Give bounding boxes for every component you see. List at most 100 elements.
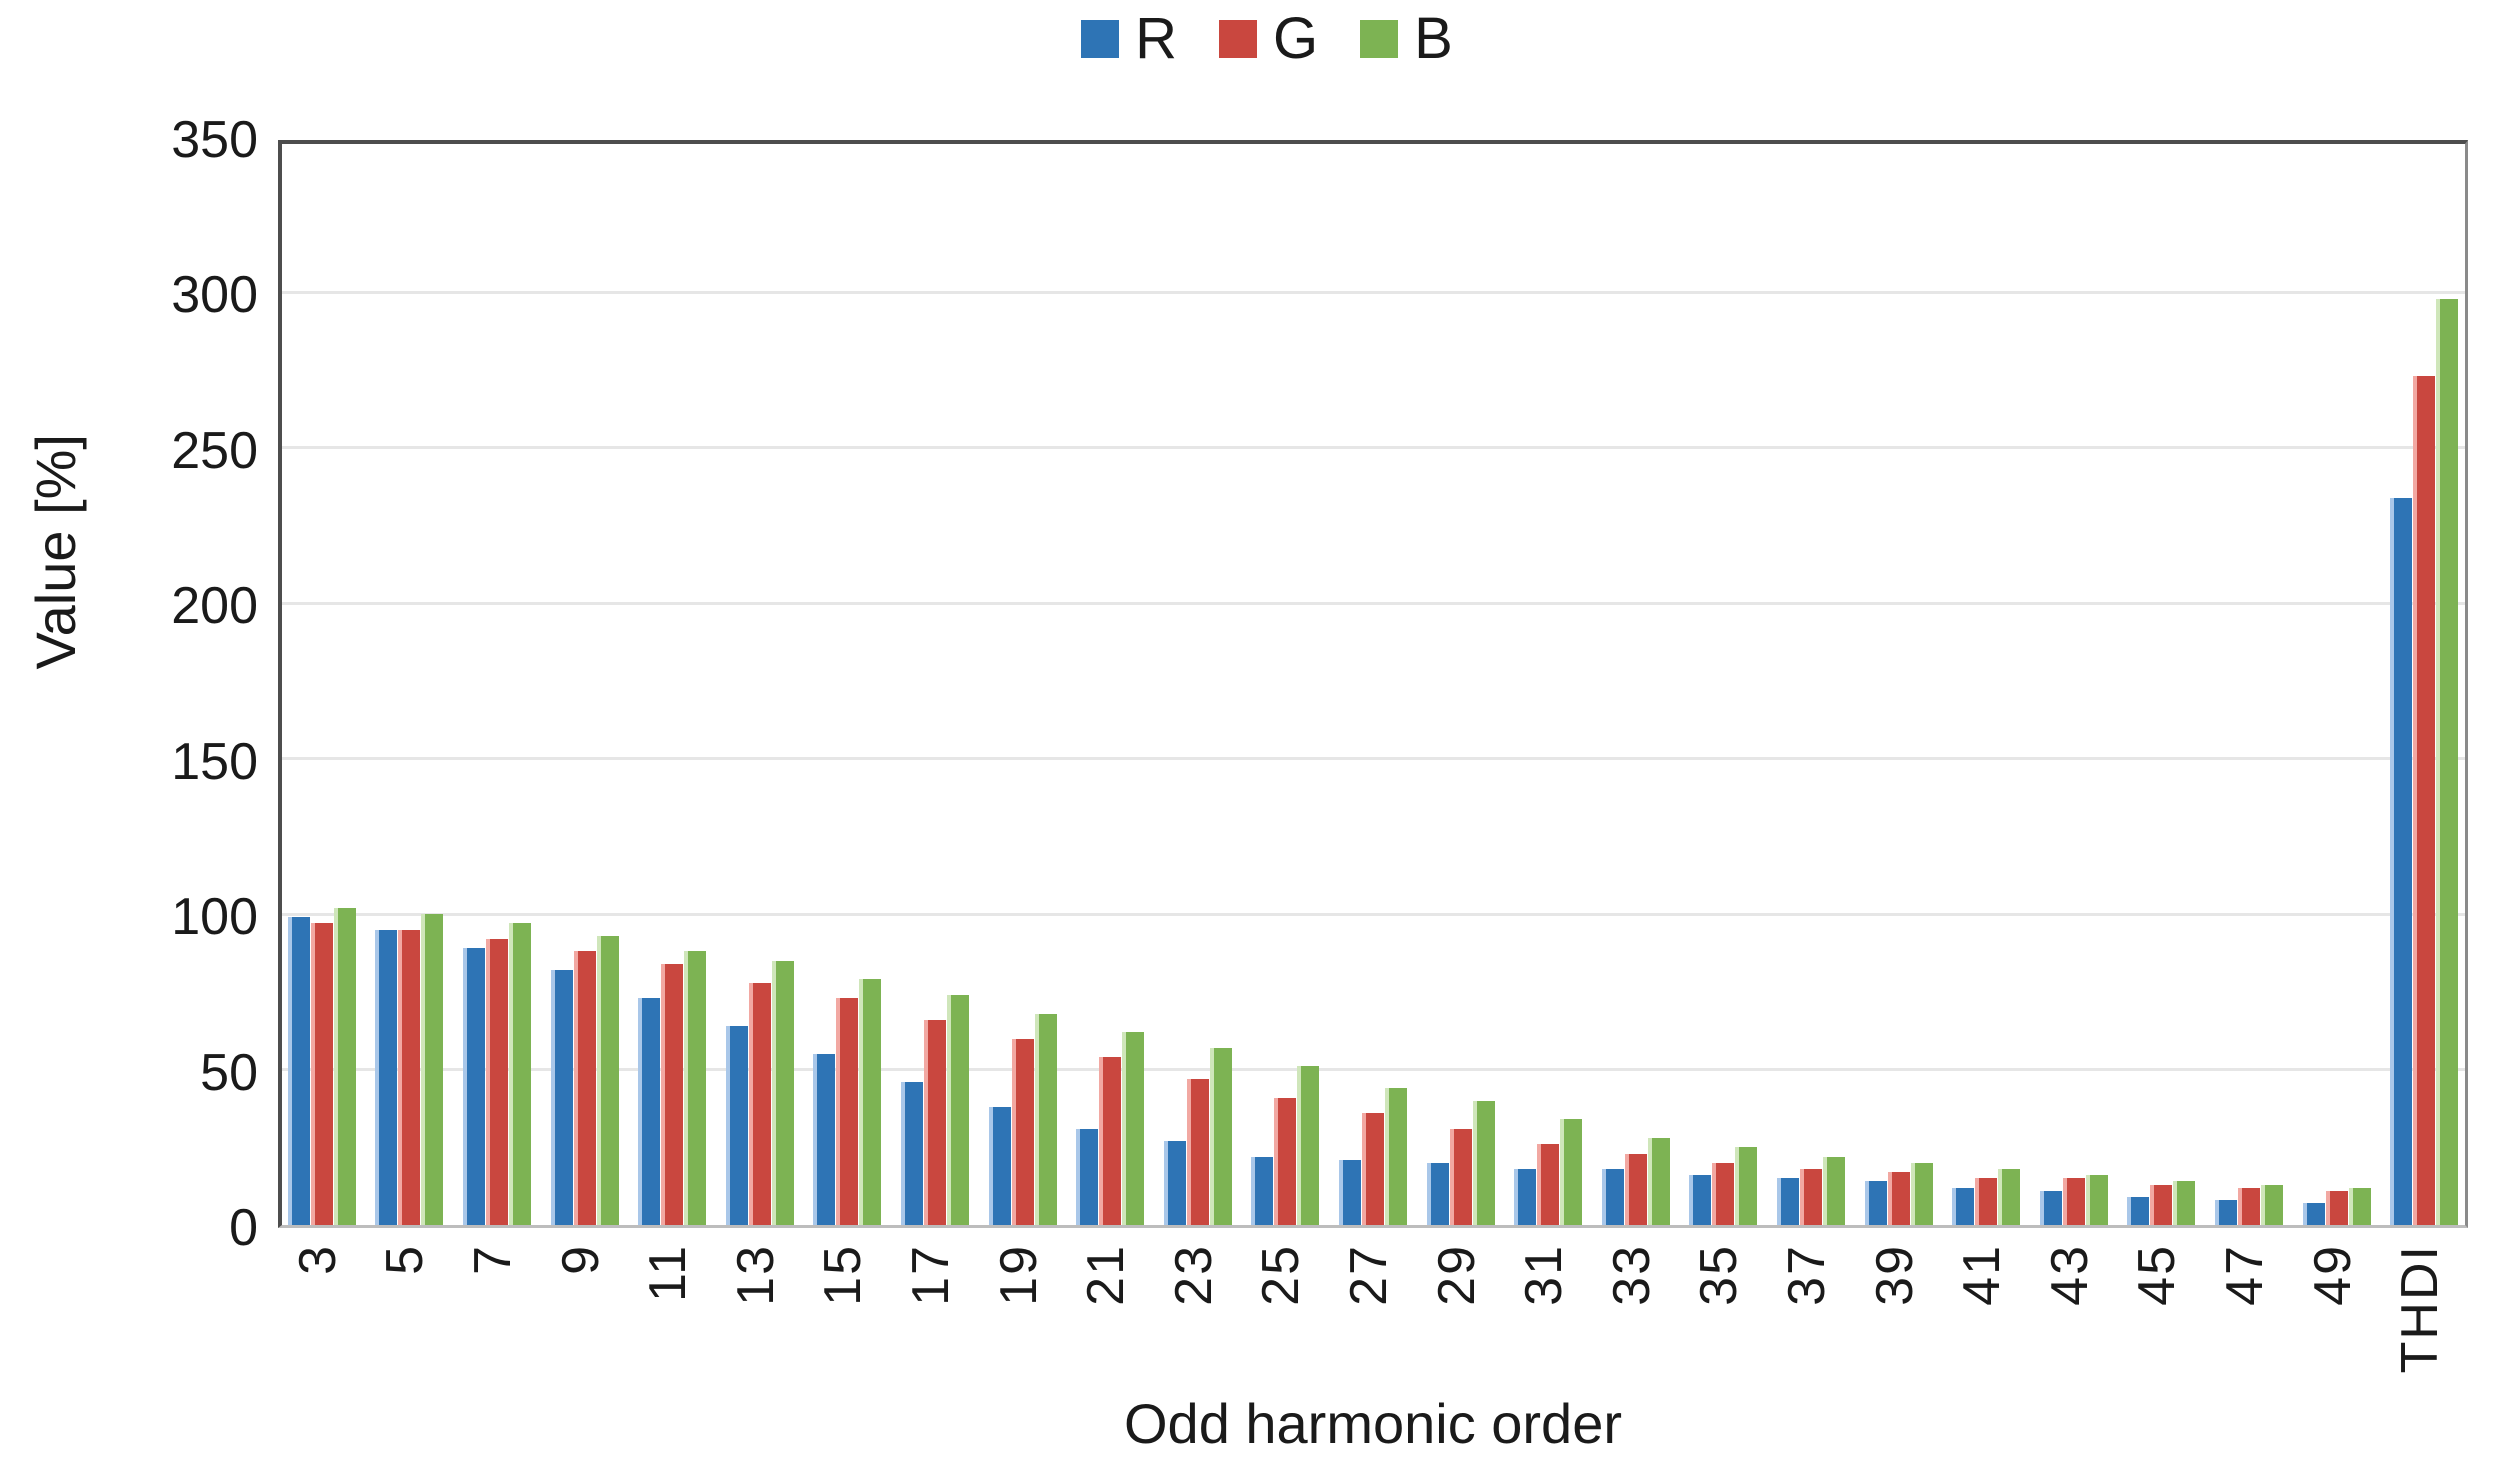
bar-G-11 [661,963,684,1225]
gridline [282,446,2465,450]
bar-B-35 [1735,1147,1758,1225]
x-tick-label: 31 [1515,1244,1574,1306]
bar-B-5 [421,914,444,1225]
bar-R-17 [901,1082,923,1225]
bar-G-31 [1537,1144,1560,1225]
x-tick-label: 25 [1252,1244,1311,1306]
bar-B-45 [2173,1181,2196,1225]
bar-B-37 [1823,1156,1845,1225]
bar-R-THDI [2390,497,2413,1225]
bar-B-9 [596,935,619,1225]
bar-B-7 [509,923,531,1225]
x-tick-label: 19 [989,1244,1048,1306]
bar-G-7 [486,939,508,1225]
y-tick-label: 350 [171,111,258,169]
x-tick-label: 23 [1164,1244,1223,1306]
bar-B-43 [2085,1175,2108,1225]
gridline [282,601,2465,605]
bar-B-31 [1560,1119,1583,1225]
x-tick-label: 7 [464,1244,522,1275]
bar-R-29 [1426,1162,1449,1225]
gridline [282,757,2465,761]
bar-G-27 [1362,1113,1384,1225]
bar-R-5 [375,929,398,1225]
bar-G-15 [836,998,859,1225]
bar-B-41 [1998,1169,2021,1225]
bar-G-45 [2150,1184,2173,1225]
bar-B-17 [947,994,969,1225]
bar-G-47 [2238,1187,2260,1225]
x-tick-label: THDI [2391,1244,2450,1374]
bar-G-29 [1449,1128,1472,1225]
bar-G-13 [748,982,771,1225]
gridline [282,290,2465,294]
bar-R-47 [2215,1200,2237,1225]
y-tick-label: 250 [171,421,258,480]
bar-R-33 [1601,1169,1624,1225]
bar-B-25 [1297,1066,1320,1225]
x-tick-label: 33 [1602,1244,1661,1306]
x-axis-title: Odd harmonic order [1123,1392,1622,1455]
bar-R-7 [463,948,485,1225]
y-tick-label: 50 [200,1043,258,1102]
bar-R-41 [1952,1187,1975,1225]
bar-R-49 [2302,1203,2325,1225]
gridline [282,912,2465,916]
bar-R-9 [550,970,573,1225]
bar-G-17 [924,1019,946,1225]
bar-R-27 [1339,1159,1361,1225]
bar-R-25 [1251,1156,1274,1225]
bar-G-35 [1712,1162,1735,1225]
bar-G-33 [1624,1153,1647,1225]
gridline [282,1068,2465,1072]
bar-R-15 [813,1054,836,1225]
y-tick-label: 300 [171,266,258,325]
bar-B-29 [1472,1100,1495,1225]
bar-B-33 [1647,1137,1670,1225]
bar-B-23 [1209,1047,1232,1225]
bar-R-21 [1076,1128,1099,1225]
bar-R-11 [638,998,661,1225]
bar-G-41 [1975,1178,1998,1225]
bar-G-THDI [2413,376,2436,1225]
bar-B-19 [1034,1013,1057,1225]
bar-G-5 [398,929,421,1225]
legend-entry-R: R [1081,10,1177,68]
x-tick-label: 27 [1340,1244,1398,1306]
legend-label-G: G [1273,6,1319,71]
bar-B-11 [684,951,707,1225]
bar-B-39 [1910,1162,1933,1225]
plot-area [278,140,2468,1228]
y-tick-label: 0 [229,1199,258,1257]
legend-swatch-G [1219,20,1258,58]
x-tick-label: 15 [814,1244,873,1306]
x-tick-label: 43 [2040,1244,2099,1306]
legend-label-B: B [1414,6,1453,71]
bar-G-21 [1099,1057,1122,1225]
bar-R-43 [2039,1190,2062,1225]
bar-R-23 [1163,1141,1186,1225]
bar-B-21 [1122,1032,1145,1225]
x-tick-label: 47 [2216,1244,2274,1306]
bar-R-31 [1514,1169,1537,1225]
bar-R-3 [287,917,310,1225]
bar-B-15 [859,979,882,1225]
bar-G-49 [2325,1190,2348,1225]
bar-G-19 [1011,1038,1034,1225]
x-tick-label: 17 [902,1244,960,1306]
x-tick-label: 13 [726,1244,785,1306]
y-tick-label: 100 [171,888,258,947]
y-axis-title: Value [%] [24,434,87,670]
legend-swatch-B [1360,20,1399,58]
bar-G-37 [1800,1169,1822,1225]
x-tick-label: 9 [551,1244,610,1275]
x-tick-label: 39 [1865,1244,1924,1306]
x-tick-label: 29 [1427,1244,1486,1306]
bar-R-13 [725,1026,748,1225]
bar-B-27 [1385,1088,1407,1225]
bar-G-9 [573,951,596,1225]
bar-B-49 [2348,1187,2371,1225]
x-tick-label: 41 [1953,1244,2012,1306]
